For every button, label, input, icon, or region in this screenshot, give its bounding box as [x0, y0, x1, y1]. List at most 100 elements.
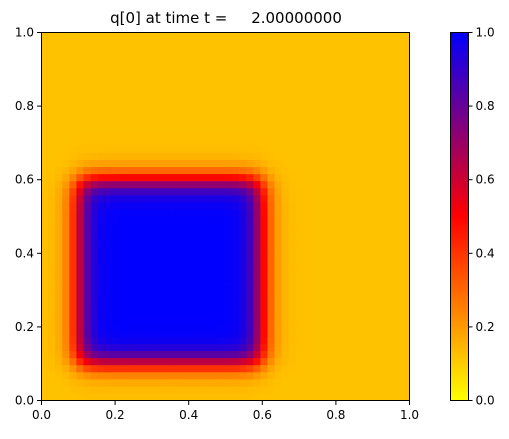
heatmap-cell [62, 237, 70, 245]
heatmap-cell [288, 194, 297, 203]
heatmap-cell [359, 265, 368, 274]
heatmap-cell [62, 216, 70, 224]
heatmap-cell [352, 350, 361, 359]
heatmap-cell [55, 109, 63, 118]
heatmap-cell [97, 322, 106, 330]
heatmap-cell [387, 67, 396, 76]
heatmap-cell [380, 88, 389, 97]
heatmap-cell [76, 385, 85, 394]
heatmap-cell [239, 322, 247, 330]
heatmap-cell [203, 74, 212, 83]
heatmap-cell [48, 173, 56, 182]
heatmap-cell [387, 392, 396, 401]
heatmap-cell [239, 216, 247, 224]
heatmap-cell [182, 138, 191, 146]
heatmap-cell [97, 300, 106, 309]
heatmap-cell [62, 329, 70, 337]
heatmap-cell [111, 272, 120, 281]
heatmap-cell [253, 216, 261, 224]
heatmap-cell [309, 159, 318, 168]
heatmap-cell [239, 244, 247, 252]
heatmap-cell [203, 109, 212, 118]
heatmap-cell [182, 166, 191, 175]
heatmap-cell [69, 300, 77, 309]
heatmap-cell [168, 378, 177, 387]
heatmap-cell [154, 329, 162, 337]
heatmap-cell [352, 392, 361, 401]
heatmap-cell [288, 279, 297, 288]
heatmap-cell [111, 244, 120, 252]
heatmap-cell [274, 343, 283, 352]
heatmap-cell [338, 74, 346, 83]
heatmap-cell [394, 166, 403, 175]
heatmap-cell [118, 258, 127, 267]
heatmap-cell [352, 88, 361, 97]
heatmap-cell [118, 173, 127, 182]
heatmap-cell [48, 201, 56, 210]
heatmap-cell [104, 145, 113, 153]
heatmap-cell [154, 187, 162, 196]
heatmap-cell [69, 166, 77, 175]
heatmap-cell [111, 378, 120, 387]
heatmap-cell [387, 293, 396, 302]
plot-frame [41, 32, 410, 401]
heatmap-cell [104, 173, 113, 182]
heatmap-cell [111, 364, 120, 373]
heatmap-cell [154, 159, 162, 168]
heatmap-cell [225, 237, 233, 245]
heatmap-cell [387, 300, 396, 309]
heatmap-cell [345, 322, 353, 330]
heatmap-cell [352, 322, 361, 330]
heatmap-cell [118, 194, 127, 203]
heatmap-cell [69, 109, 77, 118]
heatmap-cell [324, 336, 332, 344]
heatmap-cell [317, 364, 325, 373]
heatmap-cell [288, 102, 297, 111]
heatmap-cell [246, 116, 254, 125]
heatmap-cell [175, 194, 184, 203]
heatmap-cell [111, 187, 120, 196]
heatmap-cell [373, 385, 382, 394]
heatmap-cell [232, 194, 240, 203]
heatmap-cell [55, 39, 63, 47]
heatmap-cell [154, 265, 162, 274]
heatmap-cell [210, 102, 219, 111]
heatmap-cell [317, 244, 325, 252]
heatmap-cell [140, 223, 148, 231]
heatmap-cell [373, 138, 382, 146]
heatmap-cell [253, 116, 261, 125]
heatmap-cell [274, 244, 283, 252]
heatmap-cell [267, 364, 276, 373]
heatmap-cell [133, 159, 141, 168]
heatmap-cell [274, 53, 283, 61]
heatmap-cell [366, 116, 375, 125]
heatmap-cell [210, 300, 219, 309]
heatmap-cell [41, 272, 49, 281]
heatmap-cell [338, 244, 346, 252]
heatmap-cell [125, 201, 134, 210]
heatmap-cell [97, 187, 106, 196]
heatmap-cell [359, 152, 368, 160]
heatmap-cell [359, 378, 368, 387]
heatmap-cell [394, 138, 403, 146]
heatmap-cell [253, 124, 261, 132]
heatmap-cell [352, 336, 361, 344]
heatmap-cell [309, 67, 318, 76]
heatmap-cell [380, 81, 389, 90]
heatmap-cell [125, 350, 134, 359]
heatmap-cell [387, 350, 396, 359]
heatmap-cell [118, 279, 127, 288]
heatmap-cell [97, 223, 106, 231]
heatmap-cell [140, 187, 148, 196]
heatmap-cell [175, 329, 184, 337]
heatmap-cell [309, 286, 318, 295]
heatmap-cell [232, 315, 240, 323]
heatmap-cell [331, 230, 339, 238]
heatmap-cell [288, 343, 297, 352]
heatmap-cell [69, 102, 77, 111]
heatmap-cell [288, 244, 297, 252]
heatmap-cell [239, 308, 247, 316]
heatmap-cell [338, 350, 346, 359]
heatmap-cell [317, 329, 325, 337]
heatmap-cell [338, 109, 346, 118]
